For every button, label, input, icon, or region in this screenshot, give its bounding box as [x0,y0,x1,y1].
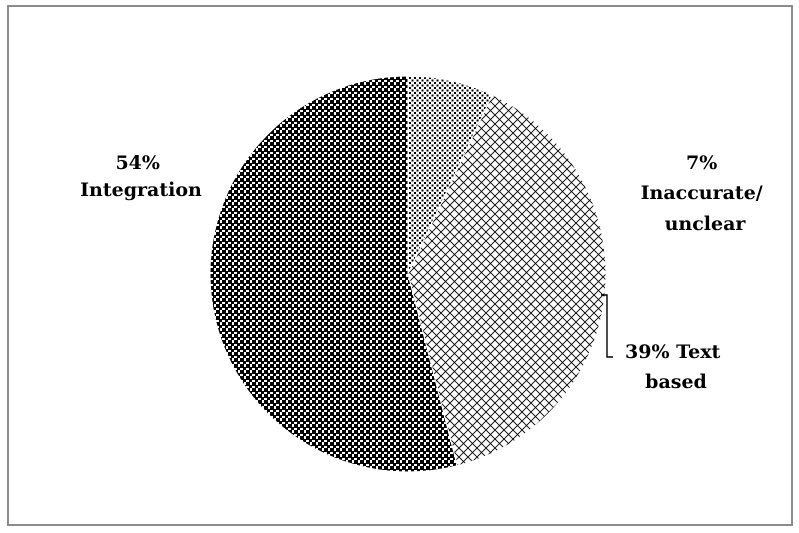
label-inaccurate: 7% Inaccurate/ unclear [641,152,770,235]
label-inaccurate-percent: 7% [686,152,717,174]
label-integration-name: Integration [80,179,202,201]
pie-slices [209,75,607,473]
chart-frame: 54% Integration 7% Inaccurate/ unclear 3… [7,5,793,526]
label-integration: 54% Integration [80,152,202,201]
label-inaccurate-name-1: Inaccurate/ [641,182,763,204]
pie-chart: 54% Integration 7% Inaccurate/ unclear 3… [80,75,770,473]
label-inaccurate-name-2: unclear [665,213,747,235]
label-text-based-percent: 39% Text [625,341,720,363]
pie-slice-text-based [407,94,607,467]
label-text-based: 39% Text based [625,341,727,393]
label-integration-percent: 54% [115,152,160,174]
label-text-based-name: based [645,371,707,393]
pie-slice-integration [209,75,458,473]
leader-line-text-based [601,294,613,358]
